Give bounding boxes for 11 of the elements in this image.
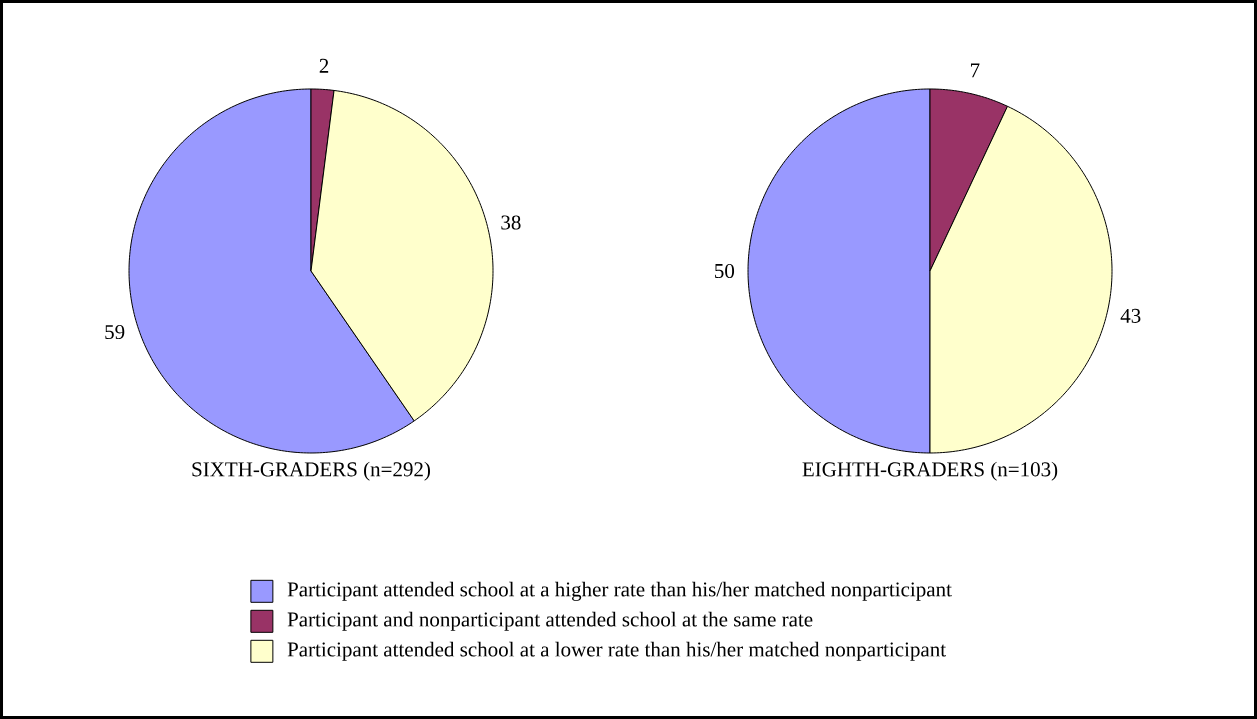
legend-label: Participant and nonparticipant attended school at the same rate: [287, 611, 813, 631]
data-label: 59: [105, 324, 125, 340]
data-label: 50: [715, 263, 735, 279]
text: SIXTH-GRADERS (n=292): [192, 461, 431, 481]
data-label: 38: [501, 215, 521, 230]
legend-label: Participant attended school at a lower rate than his/her matched nonparticipant: [287, 641, 946, 661]
data-label: 43: [1120, 308, 1141, 323]
data-label: 7: [971, 63, 980, 78]
legend-label: Participant attended school at a higher rate than his/her matched nonparticipant: [287, 581, 952, 601]
data-label: 2: [319, 58, 329, 73]
text: EIGHTH-GRADERS (n=103): [802, 461, 1058, 481]
